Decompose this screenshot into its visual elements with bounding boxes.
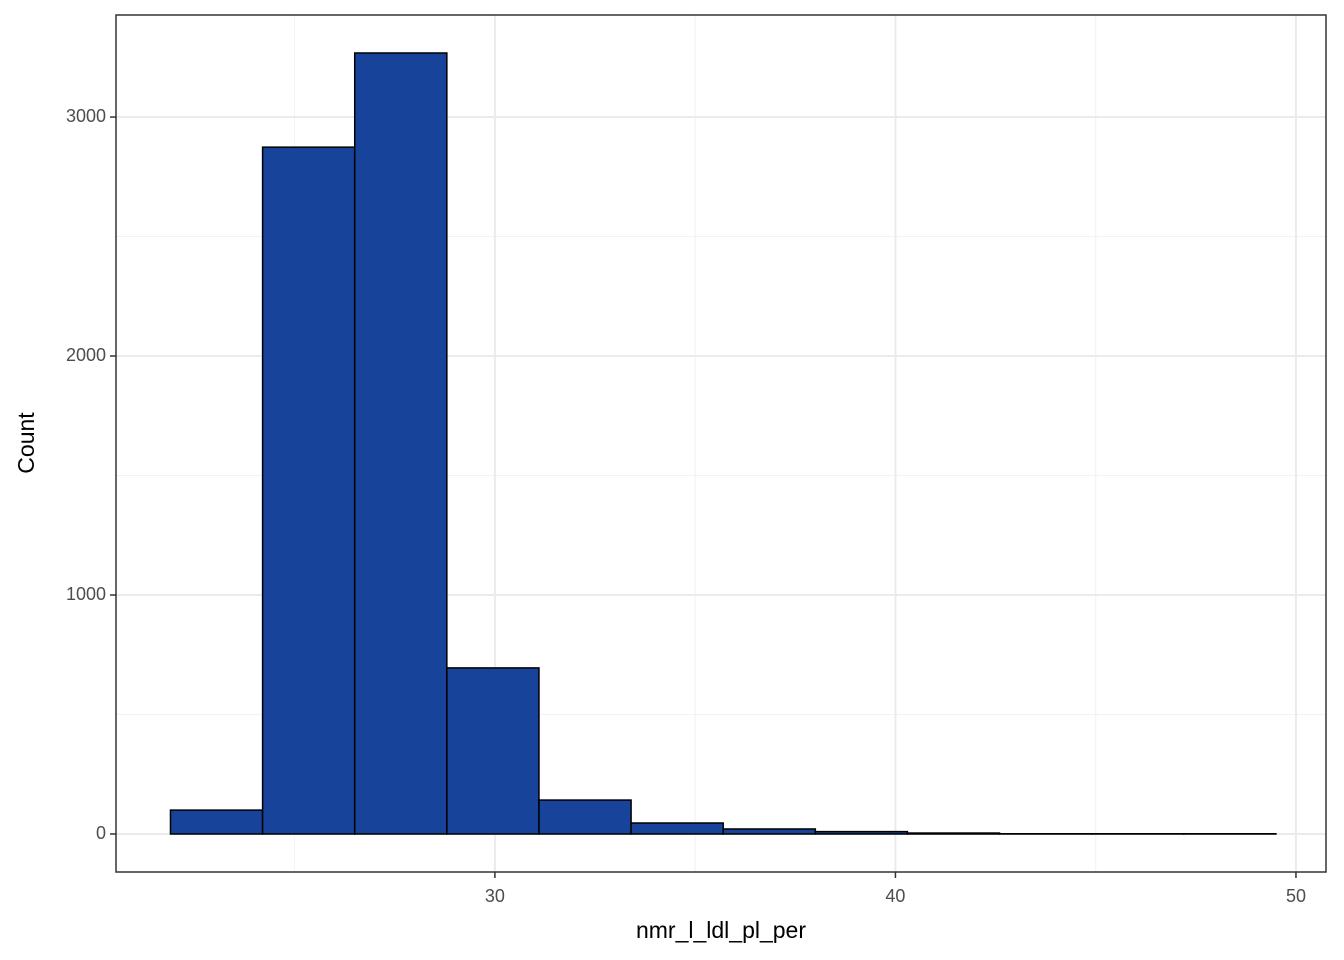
y-tick-label: 0	[96, 823, 106, 843]
bar	[169, 809, 264, 835]
bar	[538, 799, 632, 835]
bar	[722, 828, 817, 835]
bar	[261, 146, 356, 835]
y-tick-label: 1000	[66, 584, 106, 604]
y-tick-label: 3000	[66, 106, 106, 126]
bar	[630, 822, 724, 835]
x-tick-label: 40	[885, 886, 905, 906]
y-tick-label: 2000	[66, 345, 106, 365]
panel-border	[115, 14, 1327, 873]
bar	[906, 832, 1001, 835]
bar	[446, 667, 540, 835]
bar	[353, 52, 448, 835]
x-tick-label: 50	[1286, 886, 1306, 906]
bar	[814, 830, 909, 835]
y-axis-title: Count	[13, 412, 39, 474]
x-axis-title: nmr_l_ldl_pl_per	[636, 917, 806, 943]
x-tick-label: 30	[485, 886, 505, 906]
